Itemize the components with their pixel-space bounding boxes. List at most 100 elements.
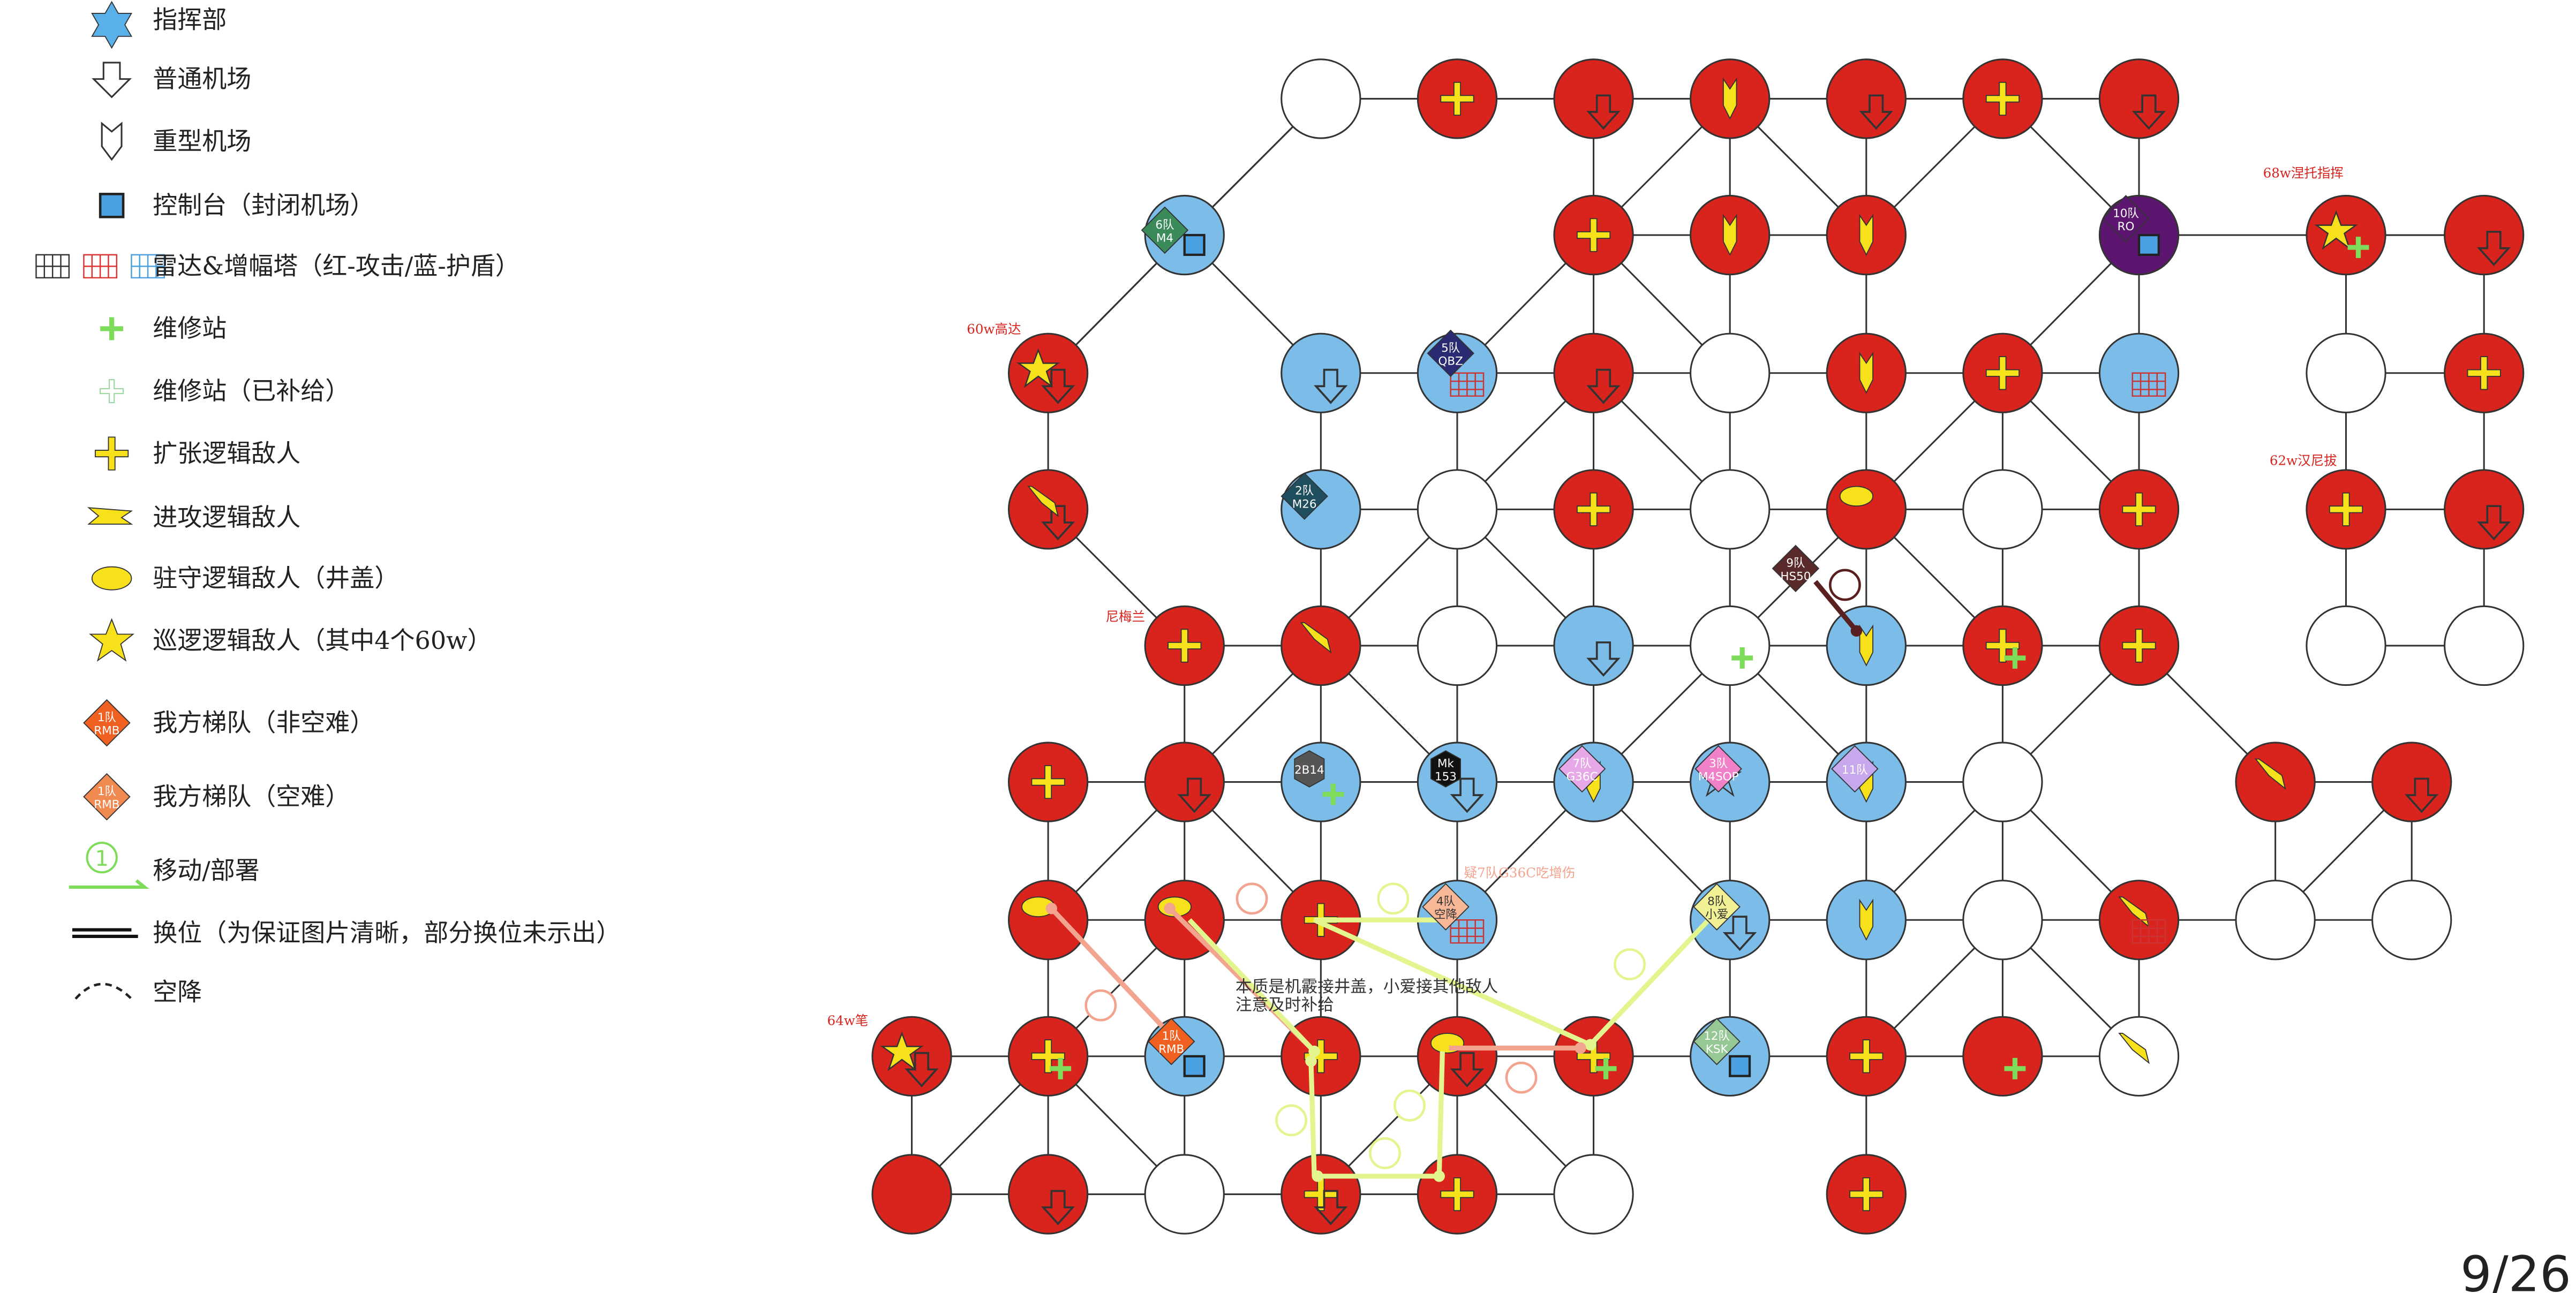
team-label: 11队 xyxy=(1842,763,1868,777)
node xyxy=(2098,1016,2180,1097)
legend-item: 维修站 xyxy=(100,314,227,343)
expand-icon xyxy=(1985,629,2020,663)
legend-text: 维修站（已补给） xyxy=(153,376,350,405)
node xyxy=(2235,880,2316,961)
expand-icon xyxy=(1304,1039,1338,1073)
team-label: M4SOP xyxy=(1698,770,1739,784)
team-hexagon xyxy=(1430,750,1462,788)
repair-icon xyxy=(2347,237,2369,259)
node xyxy=(1281,58,1361,139)
team-marker: 2B14 xyxy=(1294,750,1325,788)
team-marker: 7队G36C xyxy=(1558,745,1606,793)
star-icon xyxy=(2314,210,2358,250)
legend-text: 巡逻逻辑敌人（其中4个60w） xyxy=(153,626,492,655)
drop-arrow xyxy=(74,982,133,1000)
route xyxy=(1187,918,1316,1053)
heavy-icon xyxy=(1722,77,1737,120)
team-diamond xyxy=(1558,745,1606,793)
repair-icon xyxy=(2004,1057,2026,1079)
airport-icon xyxy=(2476,505,2511,541)
map-label: 64w笔 xyxy=(827,1013,869,1029)
step-circle xyxy=(1084,989,1117,1022)
radar-icon xyxy=(2131,919,2166,944)
legend-text: 我方梯队（空难） xyxy=(153,782,350,811)
node xyxy=(871,1016,952,1097)
console-icon xyxy=(1729,1055,1751,1077)
repair-icon xyxy=(1595,1057,1617,1079)
airport-icon xyxy=(1041,505,1075,541)
node xyxy=(2306,332,2386,413)
expand-icon xyxy=(2122,629,2156,663)
radar-icon xyxy=(1450,919,1485,944)
team-label: 小爱 xyxy=(1705,908,1728,921)
team-hexagon xyxy=(1294,750,1325,788)
move-arrow xyxy=(69,879,149,889)
airport-icon xyxy=(1586,368,1621,404)
legend-item: 换位（为保证图片清晰，部分换位未示出） xyxy=(72,918,621,947)
node xyxy=(1281,742,1361,822)
expand-icon xyxy=(1168,629,1202,663)
team-diamond xyxy=(1422,883,1470,931)
legend-text: 维修站 xyxy=(153,314,227,343)
console-icon xyxy=(2137,233,2160,256)
node xyxy=(1417,742,1498,822)
team-label: 12队 xyxy=(1704,1030,1730,1043)
radar-grid xyxy=(2131,372,2166,397)
legend-text: 重型机场 xyxy=(153,127,251,156)
node xyxy=(1417,1016,1498,1097)
airport-icon xyxy=(1586,641,1621,677)
node xyxy=(1007,1154,1089,1235)
node xyxy=(1826,469,1907,550)
team-label: 4队 xyxy=(1436,895,1455,909)
heavy-icon xyxy=(101,122,123,161)
node xyxy=(1007,880,1089,961)
airport-icon xyxy=(92,62,132,99)
swap-arrow xyxy=(72,928,138,938)
node xyxy=(1553,605,1634,686)
expand-icon xyxy=(1985,356,2020,390)
hq-icon xyxy=(91,1,132,49)
airport-icon xyxy=(1722,916,1757,951)
node xyxy=(2235,742,2316,822)
expand-icon xyxy=(2329,492,2363,526)
team-diamond xyxy=(1147,1018,1195,1065)
legend-item: 雷达&增幅塔（红-攻击/蓝-护盾） xyxy=(35,252,520,281)
arrow-head xyxy=(1164,903,1176,914)
legend-text: 换位（为保证图片清晰，部分换位未示出） xyxy=(153,918,621,947)
team-label: KSK xyxy=(1706,1043,1729,1056)
note: 本质是机霰接井盖，小爱接其他敌人 xyxy=(1236,978,1498,996)
expand-icon xyxy=(1849,1039,1884,1073)
airport-icon xyxy=(2476,231,2511,267)
team-diamond xyxy=(1694,745,1742,793)
arrow-head xyxy=(1850,625,1863,637)
map-label: 尼梅兰 xyxy=(1106,609,1146,624)
node xyxy=(1281,332,1361,413)
team-diamond xyxy=(1281,472,1328,520)
airport-icon xyxy=(905,1052,939,1087)
legend-item: 驻守逻辑敌人（井盖） xyxy=(91,564,399,593)
airport-icon xyxy=(1450,777,1485,813)
legend-item: 普通机场 xyxy=(92,62,251,99)
radar-icon xyxy=(83,254,118,279)
node xyxy=(1281,605,1361,686)
node xyxy=(1690,469,1771,550)
console-icon xyxy=(1183,233,1206,256)
team-label: G36C xyxy=(1566,770,1598,784)
team-diamond xyxy=(1141,206,1189,254)
team-label: RMB xyxy=(94,724,119,738)
attack-icon xyxy=(2254,758,2286,790)
node xyxy=(871,1154,952,1235)
page-number: 9/26 xyxy=(2460,1246,2571,1293)
star-icon xyxy=(880,1031,924,1071)
node xyxy=(1417,469,1498,550)
repair-icon xyxy=(2004,647,2026,669)
expand-icon xyxy=(1440,1177,1474,1212)
